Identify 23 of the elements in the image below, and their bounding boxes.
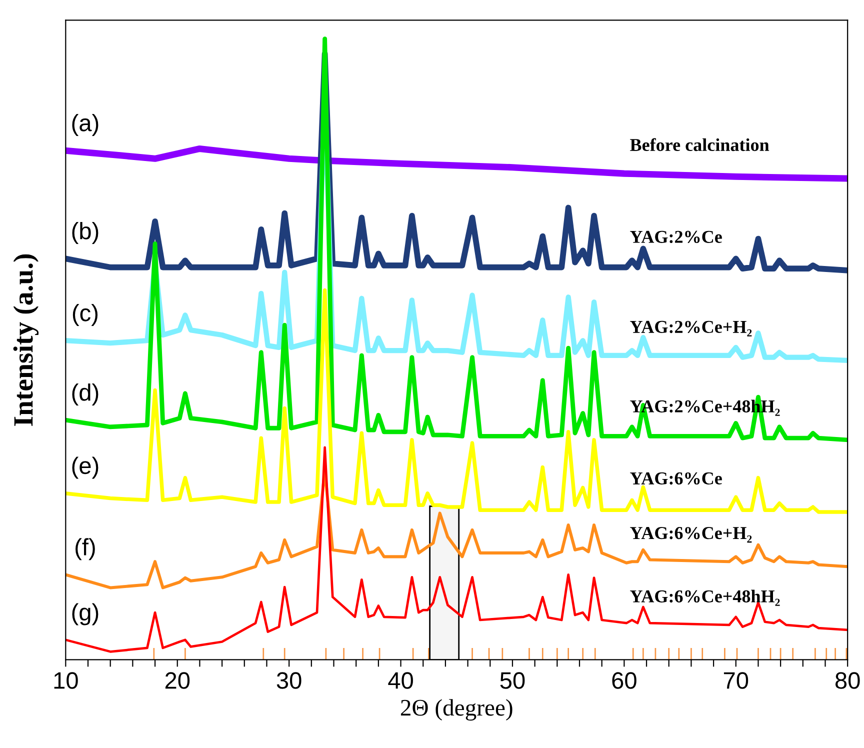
x-tick-label: 30 bbox=[276, 672, 302, 689]
annotation: (a) bbox=[72, 114, 98, 136]
series-label: YAG:6%Ce+48hH₂ bbox=[630, 590, 780, 606]
annotation: (g) bbox=[72, 603, 98, 626]
annotation: (d) bbox=[72, 383, 98, 406]
x-tick-label: 10 bbox=[54, 672, 78, 689]
series-label: Before calcination bbox=[630, 138, 770, 152]
series-label: YAG:6%Ce+H₂ bbox=[630, 526, 752, 543]
series-label: YAG:2%Ce bbox=[630, 230, 722, 244]
annotation: (f) bbox=[76, 538, 95, 560]
x-tick-label: 60 bbox=[612, 672, 636, 689]
y-axis-title: Intensity (a.u.) bbox=[13, 254, 39, 426]
x-tick-label: 40 bbox=[388, 672, 413, 689]
x-tick-label: 20 bbox=[165, 672, 190, 689]
annotation: (e) bbox=[72, 456, 98, 479]
series-label: YAG:6%Ce bbox=[630, 472, 722, 485]
x-tick-label: 50 bbox=[500, 672, 525, 689]
series-label: YAG:2%Ce+H₂ bbox=[630, 320, 752, 336]
annotation: (c) bbox=[72, 304, 98, 326]
x-tick-label: 70 bbox=[724, 672, 748, 689]
x-axis-title: 2Θ (degree) bbox=[400, 699, 512, 721]
annotation: (b) bbox=[72, 222, 98, 244]
x-tick-label: 80 bbox=[835, 672, 860, 689]
